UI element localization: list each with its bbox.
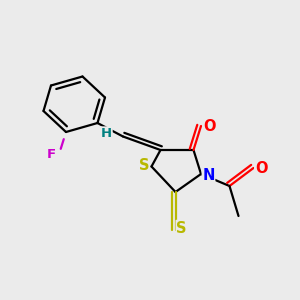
Text: S: S [139,158,149,172]
Text: S: S [176,220,187,236]
Text: H: H [101,127,112,140]
Text: N: N [202,168,215,183]
Text: F: F [46,148,56,161]
Text: O: O [203,118,216,134]
Text: O: O [255,160,267,175]
